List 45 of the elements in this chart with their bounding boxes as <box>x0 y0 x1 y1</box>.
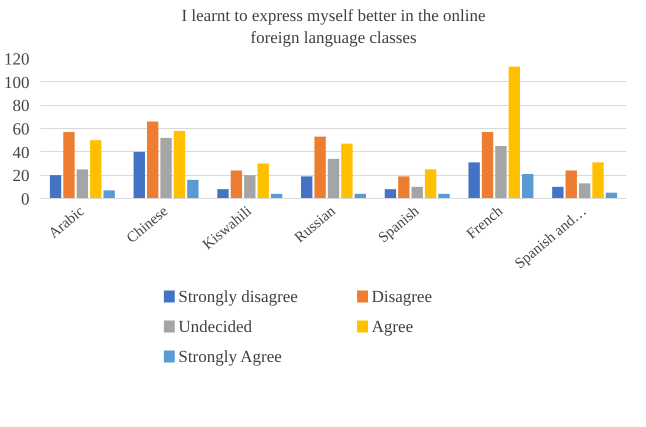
bar <box>412 186 423 198</box>
bar <box>63 132 75 198</box>
bar <box>217 189 229 198</box>
bar <box>174 130 186 198</box>
bar <box>187 180 199 198</box>
chart-title: I learnt to express myself better in the online foreign language classes <box>181 6 486 47</box>
legend-label: Undecided <box>178 317 253 336</box>
bar <box>50 175 62 198</box>
y-tick-label: 120 <box>4 50 30 68</box>
y-tick-label: 20 <box>12 166 30 186</box>
bar <box>606 192 618 198</box>
y-tick-label: 40 <box>12 142 30 162</box>
bar <box>160 138 172 198</box>
bar <box>134 152 145 198</box>
bar <box>76 169 88 198</box>
bar <box>328 158 340 198</box>
bar <box>522 174 534 198</box>
bar <box>398 176 410 198</box>
bar <box>468 162 480 198</box>
bar <box>552 186 564 198</box>
y-tick-label: 0 <box>21 190 30 208</box>
bar <box>495 146 507 198</box>
legend-label: Disagree <box>372 287 432 306</box>
bar <box>341 144 353 198</box>
bar <box>578 183 590 198</box>
bar <box>301 176 312 198</box>
y-tick-label: 60 <box>12 120 30 138</box>
bar <box>482 132 494 198</box>
bar <box>244 175 256 198</box>
legend-label: Agree <box>372 317 414 336</box>
bar <box>257 164 269 198</box>
bar <box>146 122 158 198</box>
bar <box>424 169 436 198</box>
bar <box>592 162 604 198</box>
y-tick-label: 80 <box>12 96 30 116</box>
bar <box>314 136 326 198</box>
bar <box>103 190 115 198</box>
bar <box>508 66 520 198</box>
legend-label: Strongly Agree <box>178 347 282 366</box>
bar <box>230 170 242 198</box>
bar <box>566 170 577 198</box>
y-tick-label: 100 <box>4 72 30 92</box>
bar <box>90 140 102 198</box>
bar <box>384 189 396 198</box>
legend-label: Strongly disagree <box>178 287 298 306</box>
